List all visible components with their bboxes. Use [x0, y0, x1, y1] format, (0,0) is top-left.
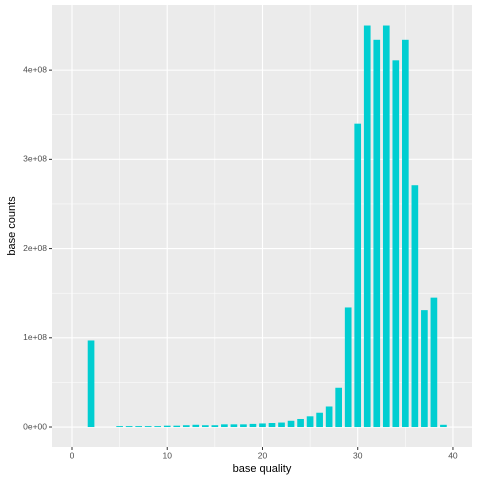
bar — [240, 424, 247, 428]
y-tick-label: 0e+00 — [23, 421, 47, 431]
y-tick-label: 1e+08 — [23, 332, 47, 342]
x-tick-label: 20 — [258, 450, 268, 460]
bar — [230, 424, 238, 428]
bar — [135, 426, 142, 428]
bar — [211, 425, 219, 428]
bar — [287, 420, 295, 428]
bar — [163, 425, 171, 428]
bar — [144, 426, 152, 428]
bar — [430, 297, 438, 428]
bar — [382, 25, 390, 428]
x-tick-label: 10 — [163, 450, 173, 460]
bar — [192, 424, 200, 428]
bar — [354, 123, 362, 428]
x-tick-label: 40 — [448, 450, 458, 460]
bar — [325, 406, 333, 428]
bar — [373, 39, 381, 428]
y-tick-label: 4e+08 — [23, 64, 47, 74]
x-tick-label: 0 — [70, 450, 75, 460]
bar — [221, 424, 228, 428]
y-tick-label: 2e+08 — [23, 243, 47, 253]
bar — [316, 412, 323, 428]
bar — [402, 39, 409, 428]
y-tick-label: 3e+08 — [23, 154, 47, 164]
bar — [249, 423, 257, 428]
bar — [344, 307, 352, 428]
bar — [392, 60, 400, 428]
bar — [87, 340, 95, 428]
bar — [363, 25, 371, 428]
y-axis-title: base counts — [6, 196, 18, 256]
bar — [268, 422, 276, 428]
bar — [116, 426, 123, 428]
bar — [421, 310, 428, 428]
bar — [182, 425, 190, 428]
bar — [306, 416, 314, 428]
bar — [411, 185, 419, 428]
bar — [202, 425, 209, 428]
bar — [173, 425, 181, 428]
bar — [278, 422, 285, 428]
bar — [335, 387, 342, 428]
bar — [125, 426, 133, 428]
x-tick-label: 30 — [353, 450, 363, 460]
bar — [297, 418, 304, 428]
bar — [154, 426, 162, 428]
bar — [259, 423, 266, 428]
bar — [440, 424, 447, 428]
x-axis-title: base quality — [233, 463, 292, 475]
